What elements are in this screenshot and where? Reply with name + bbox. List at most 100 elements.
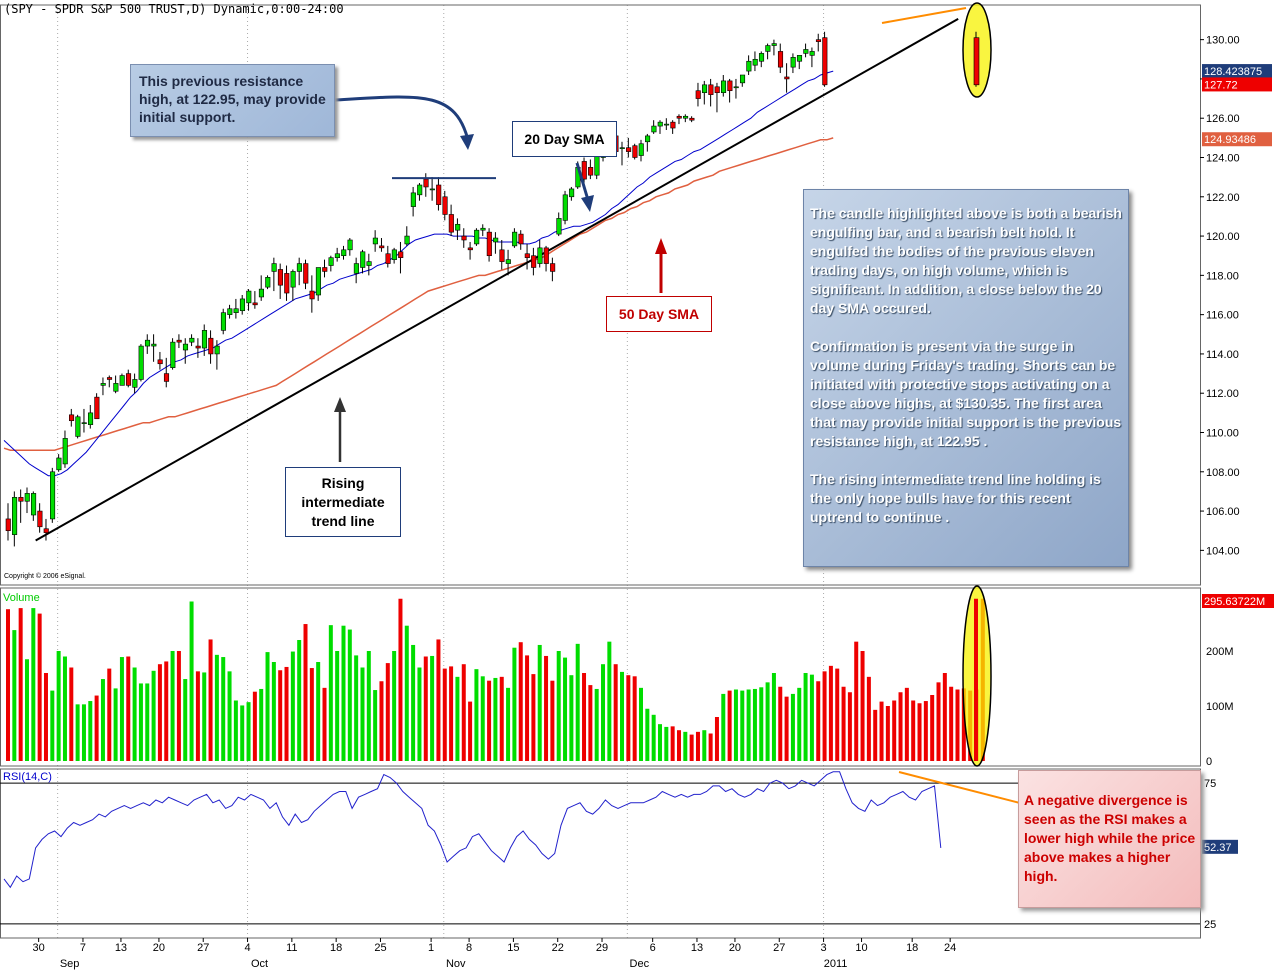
- volume-bar: [607, 641, 612, 761]
- candle-body: [322, 267, 328, 272]
- volume-bar: [632, 676, 637, 761]
- candle-body: [512, 231, 518, 247]
- volume-bar: [423, 656, 428, 761]
- volume-tag-bg: [1202, 594, 1274, 608]
- trend-line: [35, 18, 959, 542]
- volume-bar: [335, 651, 340, 761]
- volume-bar: [892, 700, 897, 761]
- candle-body: [809, 51, 815, 56]
- resistance-arrow: [334, 95, 470, 141]
- candle-body: [632, 145, 638, 158]
- sma20-arrow: [575, 162, 590, 201]
- volume-bar: [879, 701, 884, 761]
- volume-bar: [195, 671, 200, 761]
- candle-body: [410, 192, 416, 207]
- volume-bar: [347, 629, 352, 761]
- sma50-arrowhead: [655, 238, 667, 254]
- volume-bar: [297, 640, 302, 761]
- candle-body: [195, 345, 201, 349]
- candle-body: [290, 271, 296, 288]
- volume-bar: [676, 730, 681, 761]
- candle-body: [239, 298, 246, 312]
- volume-bar: [252, 691, 257, 761]
- candle-body: [258, 288, 265, 298]
- candle-body: [398, 251, 404, 258]
- x-tick-label: 3: [821, 942, 827, 954]
- panel-frame: [0, 4, 1201, 586]
- candle-body: [12, 497, 18, 535]
- volume-tick-label: 100M: [1206, 701, 1234, 713]
- price-tag-label: 127.72: [1204, 79, 1238, 91]
- price-tick-label: 124.00: [1206, 153, 1240, 165]
- candle-body: [429, 188, 435, 191]
- candle-body: [676, 115, 682, 119]
- volume-bar: [430, 655, 435, 761]
- volume-bar: [904, 687, 909, 761]
- resistance-callout: This previous resistance high, at 122.95…: [130, 64, 335, 137]
- candle-body: [372, 237, 378, 245]
- candle-body: [569, 188, 575, 198]
- volume-bar: [341, 625, 346, 761]
- x-tick-label: 8: [466, 942, 472, 954]
- candle-body: [385, 253, 391, 264]
- volume-bar: [512, 647, 517, 761]
- volume-bar: [176, 651, 181, 761]
- candle-body: [315, 267, 321, 296]
- candle-body: [5, 518, 11, 532]
- candle-body: [24, 493, 30, 502]
- volume-bar: [322, 687, 327, 761]
- volume-bar: [689, 734, 694, 761]
- candle-body: [265, 277, 271, 288]
- volume-bar: [145, 683, 150, 761]
- volume-bar: [816, 681, 821, 761]
- price-tick-label: 116.00: [1206, 310, 1239, 322]
- volume-bar: [930, 695, 935, 761]
- x-tick-label: 20: [729, 942, 741, 954]
- chart-title: (SPY - SPDR S&P 500 TRUST,D) Dynamic,0:0…: [4, 2, 344, 16]
- candle-body: [246, 290, 252, 304]
- volume-bar: [873, 709, 878, 761]
- candle-body: [182, 343, 189, 351]
- volume-bar: [942, 673, 947, 761]
- volume-bar: [588, 685, 593, 761]
- volume-bar: [790, 693, 795, 761]
- candle-body: [87, 412, 94, 425]
- x-tick-label: 11: [286, 942, 297, 954]
- x-tick-label: 29: [596, 942, 608, 954]
- rsi-panel: [0, 771, 1200, 925]
- volume-bar: [620, 671, 625, 761]
- x-tick-label: 13: [691, 942, 703, 954]
- price-tag-bg: [1202, 77, 1272, 92]
- candle-body: [309, 290, 315, 300]
- volume-bar: [828, 665, 833, 761]
- volume-bar: [157, 664, 162, 761]
- volume-bar: [721, 693, 726, 761]
- volume-bar: [259, 688, 264, 761]
- volume-bar: [683, 731, 688, 761]
- volume-bar: [366, 651, 371, 761]
- axes: 130.00128.00126.00124.00122.00120.00118.…: [33, 35, 1274, 970]
- candle-body: [163, 373, 170, 382]
- candle-body: [303, 263, 309, 284]
- rsi-tick-label: 25: [1204, 919, 1216, 931]
- candle-body: [43, 528, 49, 533]
- candle-body: [56, 457, 62, 471]
- x-month-label: Nov: [446, 958, 466, 970]
- volume-bar: [50, 690, 55, 761]
- volume-bar: [626, 675, 631, 761]
- volume-bar: [670, 726, 675, 761]
- x-month-label: 2011: [824, 958, 848, 970]
- volume-bar: [6, 609, 10, 761]
- volume-bar: [544, 655, 549, 761]
- candle-body: [347, 239, 353, 251]
- panel-frame: [0, 587, 1201, 767]
- price-tick-label: 108.00: [1206, 467, 1240, 479]
- sma50-line: [3, 137, 834, 451]
- price-tick-label: 112.00: [1206, 388, 1239, 400]
- volume-bar: [233, 700, 238, 761]
- volume-bar: [31, 608, 36, 761]
- candle-body: [581, 161, 587, 180]
- volume-bar: [214, 654, 219, 761]
- volume-bar: [385, 663, 390, 761]
